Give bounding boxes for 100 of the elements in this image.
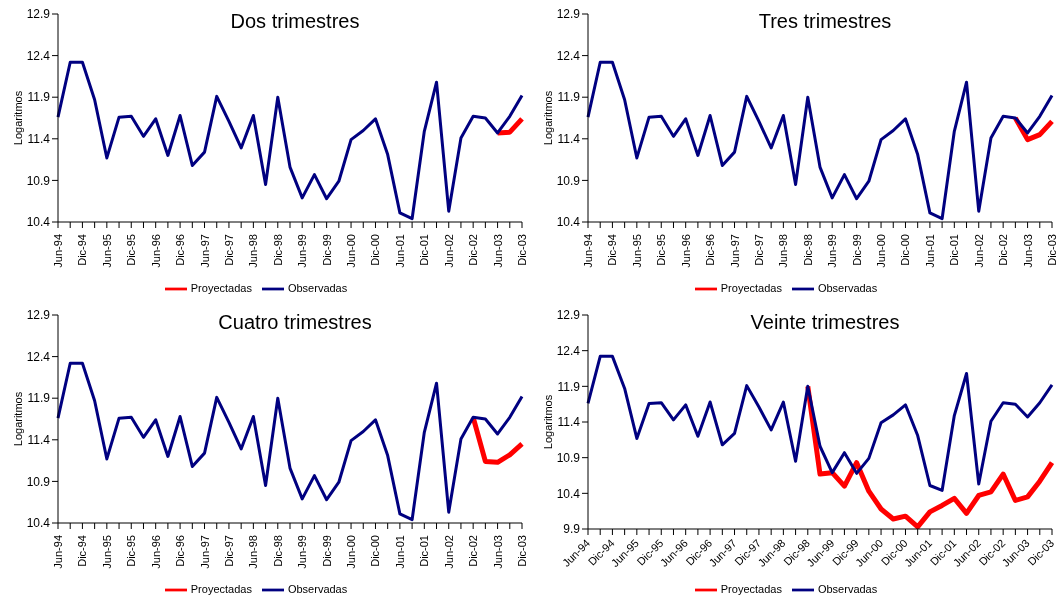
y-tick-label: 11.4	[557, 132, 581, 147]
x-tick-label: Jun-96	[149, 234, 162, 268]
legend-label: Proyectadas	[190, 281, 252, 294]
legend-label: Observadas	[287, 281, 348, 294]
x-tick-label: Dic-00	[369, 534, 382, 567]
x-tick-label: Jun-96	[149, 534, 162, 569]
x-tick-label: Jun-96	[679, 234, 692, 268]
y-tick-label: 11.4	[27, 132, 51, 147]
x-tick-label: Dic-97	[222, 534, 235, 567]
x-tick-label: Jun-02	[442, 234, 455, 268]
x-tick-label: Dic-94	[606, 234, 619, 266]
x-tick-label: Jun-02	[972, 234, 985, 268]
x-tick-label: Dic-02	[467, 234, 480, 266]
y-axis-title: Logaritmos	[11, 390, 24, 446]
x-tick-label: Dic-95	[125, 234, 138, 266]
x-tick-label: Jun-99	[296, 534, 309, 569]
x-tick-label: Dic-99	[320, 534, 333, 567]
x-tick-label: Dic-01	[948, 234, 961, 266]
chart-title: Tres trimestres	[757, 10, 893, 33]
x-tick-label: Jun-01	[923, 234, 936, 268]
legend-label: Observadas	[817, 582, 878, 595]
x-tick-label: Dic-99	[320, 234, 333, 266]
x-tick-label: Dic-99	[850, 234, 863, 266]
x-tick-label: Jun-94	[52, 534, 64, 569]
x-tick-label: Jun-95	[100, 534, 113, 569]
x-tick-label: Dic-94	[76, 534, 89, 567]
y-tick-label: 10.4	[556, 215, 581, 230]
chart-title: Cuatro trimestres	[217, 310, 373, 334]
y-tick-label: 11.9	[557, 90, 581, 105]
x-tick-label: Jun-99	[826, 234, 839, 268]
x-tick-label: Jun-94	[52, 234, 64, 268]
x-tick-label: Jun-98	[777, 234, 790, 268]
y-tick-label: 11.4	[27, 432, 51, 447]
x-tick-label: Dic-95	[125, 534, 138, 567]
y-tick-label: 11.9	[27, 390, 51, 405]
y-tick-label: 12.4	[556, 343, 581, 358]
y-tick-label: 12.9	[556, 307, 581, 322]
x-tick-label: Jun-97	[198, 234, 211, 268]
x-tick-label: Jun-03	[491, 534, 504, 569]
x-tick-label: Dic-01	[418, 234, 431, 266]
y-tick-label: 9.9	[563, 521, 581, 536]
x-tick-label: Dic-03	[1046, 234, 1058, 266]
y-tick-label: 10.9	[26, 173, 51, 188]
x-tick-label: Dic-96	[174, 234, 187, 266]
legend-label: Observadas	[817, 281, 878, 294]
y-tick-label: 11.4	[557, 414, 581, 429]
x-tick-label: Jun-03	[491, 234, 504, 268]
y-tick-label: 12.4	[556, 48, 581, 63]
x-tick-label: Dic-97	[222, 234, 235, 266]
line-series	[586, 354, 1054, 492]
x-tick-label: Jun-98	[247, 234, 260, 268]
x-tick-label: Dic-02	[467, 534, 480, 567]
y-tick-label: 11.9	[27, 90, 51, 105]
x-tick-label: Dic-95	[655, 234, 668, 266]
y-tick-label: 10.9	[556, 173, 581, 188]
legend-label: Proyectadas	[720, 281, 782, 294]
y-tick-label: 10.4	[26, 515, 51, 530]
x-tick-label: Jun-95	[630, 234, 643, 268]
y-tick-label: 10.9	[26, 474, 51, 489]
x-tick-label: Jun-01	[393, 234, 406, 268]
y-tick-label: 12.4	[26, 349, 51, 364]
y-tick-label: 12.9	[26, 7, 51, 22]
x-tick-label: Dic-97	[752, 234, 765, 266]
x-tick-label: Dic-00	[369, 234, 382, 266]
x-tick-label: Jun-03	[1021, 234, 1034, 268]
y-tick-label: 10.9	[556, 450, 581, 465]
x-tick-label: Dic-02	[997, 234, 1010, 266]
x-tick-label: Dic-98	[801, 234, 814, 266]
x-tick-label: Dic-98	[271, 534, 284, 567]
x-tick-label: Jun-01	[393, 534, 406, 569]
x-tick-label: Jun-97	[728, 234, 741, 268]
legend-label: Observadas	[287, 582, 348, 595]
x-tick-label: Dic-94	[76, 234, 89, 266]
y-tick-label: 10.4	[26, 215, 51, 230]
chart-title: Dos trimestres	[229, 10, 361, 33]
x-tick-label: Dic-03	[516, 534, 528, 567]
y-tick-label: 12.9	[26, 307, 51, 322]
x-tick-label: Jun-00	[875, 234, 888, 268]
y-axis-title: Logaritmos	[11, 90, 24, 146]
y-axis-title: Logaritmos	[541, 393, 554, 449]
x-tick-label: Jun-02	[442, 534, 455, 569]
x-tick-label: Dic-00	[899, 234, 912, 266]
y-tick-label: 12.9	[556, 7, 581, 22]
x-tick-label: Jun-95	[100, 234, 113, 268]
chart-title: Veinte trimestres	[749, 310, 901, 334]
x-tick-label: Dic-96	[704, 234, 717, 266]
legend-label: Proyectadas	[190, 582, 252, 595]
y-axis-title: Logaritmos	[541, 90, 554, 146]
x-tick-label: Jun-97	[198, 534, 211, 569]
y-tick-label: 12.4	[26, 48, 51, 63]
x-tick-label: Jun-00	[345, 234, 358, 268]
x-tick-label: Jun-99	[296, 234, 309, 268]
x-tick-label: Dic-96	[174, 534, 187, 567]
y-tick-label: 10.4	[556, 486, 581, 501]
x-tick-label: Jun-00	[345, 534, 358, 569]
y-tick-label: 11.9	[557, 379, 581, 394]
x-tick-label: Jun-98	[247, 534, 260, 569]
legend-label: Proyectadas	[720, 582, 782, 595]
x-tick-label: Dic-01	[418, 534, 431, 567]
x-tick-label: Jun-94	[582, 234, 594, 268]
